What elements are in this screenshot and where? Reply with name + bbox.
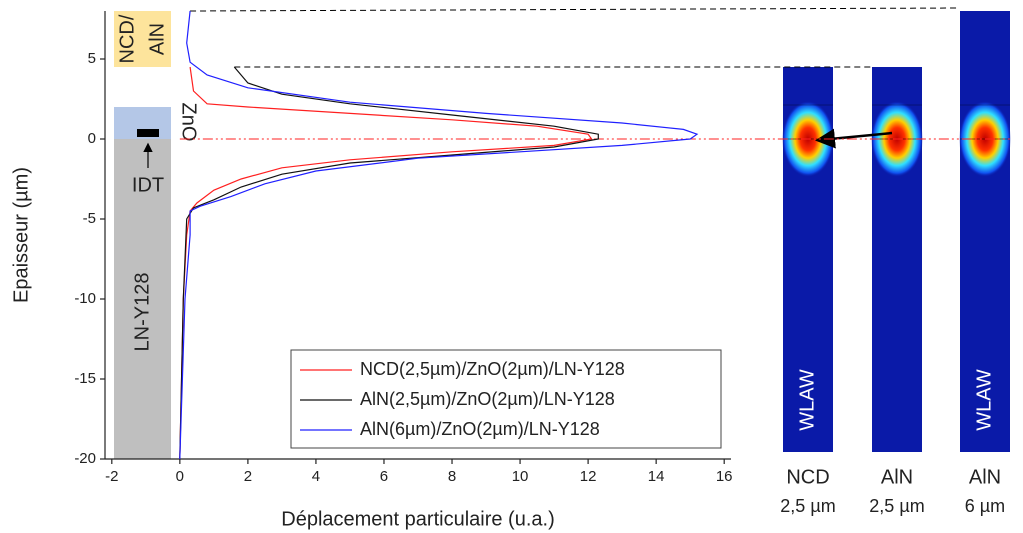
panel-material: NCD bbox=[786, 466, 829, 488]
x-tick-label: 4 bbox=[312, 468, 320, 485]
panel-material: AlN bbox=[881, 466, 913, 488]
x-axis-label: Déplacement particulaire (u.a.) bbox=[281, 508, 554, 530]
mode-panel bbox=[960, 11, 1010, 452]
x-tick-label: 0 bbox=[176, 468, 184, 485]
y-tick-label: -20 bbox=[74, 450, 96, 467]
y-tick-label: -10 bbox=[74, 290, 96, 307]
mode-label: WLAW bbox=[973, 369, 995, 431]
legend-label: AlN(2,5µm)/ZnO(2µm)/LN-Y128 bbox=[360, 389, 615, 409]
layer-band bbox=[114, 139, 171, 459]
idt-electrode bbox=[137, 129, 159, 137]
x-tick-label: -2 bbox=[105, 468, 118, 485]
x-tick-label: 2 bbox=[244, 468, 252, 485]
x-tick-label: 14 bbox=[648, 468, 665, 485]
legend-box bbox=[290, 349, 722, 449]
y-tick-label: -5 bbox=[83, 210, 96, 227]
panel-thickness: 2,5 µm bbox=[869, 496, 924, 516]
mode-label: WLAW bbox=[796, 369, 818, 431]
legend-label: AlN(6µm)/ZnO(2µm)/LN-Y128 bbox=[360, 419, 600, 439]
y-tick-label: 0 bbox=[88, 130, 96, 147]
x-tick-label: 12 bbox=[580, 468, 597, 485]
x-tick-label: 8 bbox=[448, 468, 456, 485]
y-axis-label: Epaisseur (µm) bbox=[10, 167, 32, 303]
x-tick-label: 6 bbox=[380, 468, 388, 485]
background-layer bbox=[114, 11, 171, 459]
panel-thickness: 2,5 µm bbox=[780, 496, 835, 516]
y-tick-label: 5 bbox=[88, 50, 96, 67]
layer-label: NCD/ bbox=[116, 14, 138, 63]
idt-label: IDT bbox=[132, 174, 164, 196]
x-tick-label: 10 bbox=[512, 468, 529, 485]
layer-label: ZnO bbox=[178, 103, 200, 142]
layer-label: LN-Y128 bbox=[131, 273, 153, 352]
panel-thickness: 6 µm bbox=[965, 496, 1005, 516]
data-line bbox=[179, 10, 699, 460]
legend-label: NCD(2,5µm)/ZnO(2µm)/LN-Y128 bbox=[360, 359, 625, 379]
layer-band bbox=[114, 11, 171, 67]
data-line bbox=[179, 66, 593, 460]
layer-label: AlN bbox=[146, 23, 168, 55]
x-tick-label: 16 bbox=[716, 468, 733, 485]
reference-line bbox=[190, 7, 961, 12]
panel-material: AlN bbox=[969, 466, 1001, 488]
y-tick-label: -15 bbox=[74, 370, 96, 387]
